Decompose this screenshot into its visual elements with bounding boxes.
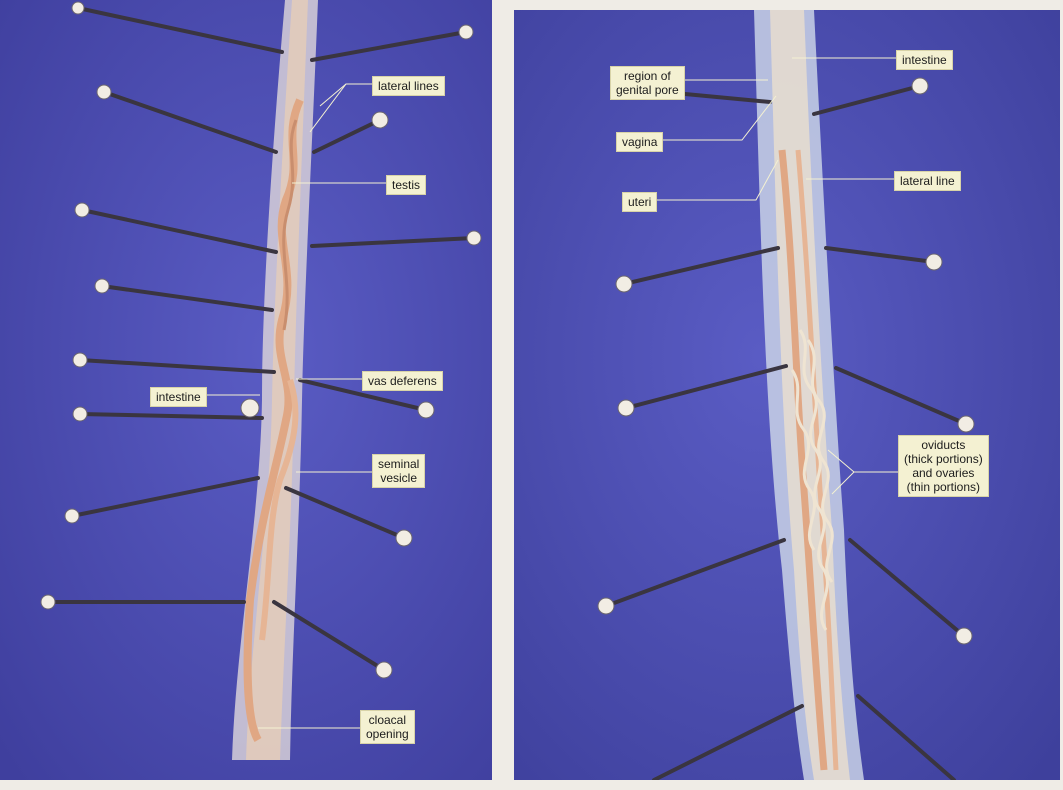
label-seminal-vesicle: seminal vesicle <box>372 454 426 488</box>
pins <box>46 6 476 672</box>
label-region-of-genital-pore: region of genital pore <box>610 66 685 100</box>
ovary-coils <box>790 329 834 631</box>
pin-heads <box>40 1 482 679</box>
female-dissection-photo: region of genital pore intestine vagina … <box>514 10 1060 780</box>
label-uteri: uteri <box>622 192 658 212</box>
label-vagina: vagina <box>616 132 664 152</box>
label-lateral-line: lateral line <box>894 171 961 191</box>
pins <box>604 84 968 780</box>
label-intestine-female: intestine <box>896 50 953 70</box>
label-testis: testis <box>386 175 427 195</box>
leader-lines <box>204 83 388 729</box>
female-worm-image <box>514 10 1060 780</box>
label-cloacal-opening: cloacal opening <box>360 710 415 744</box>
label-oviducts-ovaries: oviducts (thick portions) and ovaries (t… <box>898 435 989 497</box>
pin-heads <box>597 77 975 645</box>
label-vas-deferens: vas deferens <box>362 371 443 391</box>
male-dissection-photo: lateral lines testis vas deferens intest… <box>0 0 492 780</box>
label-lateral-lines: lateral lines <box>372 76 445 96</box>
label-intestine-male: intestine <box>150 387 207 407</box>
